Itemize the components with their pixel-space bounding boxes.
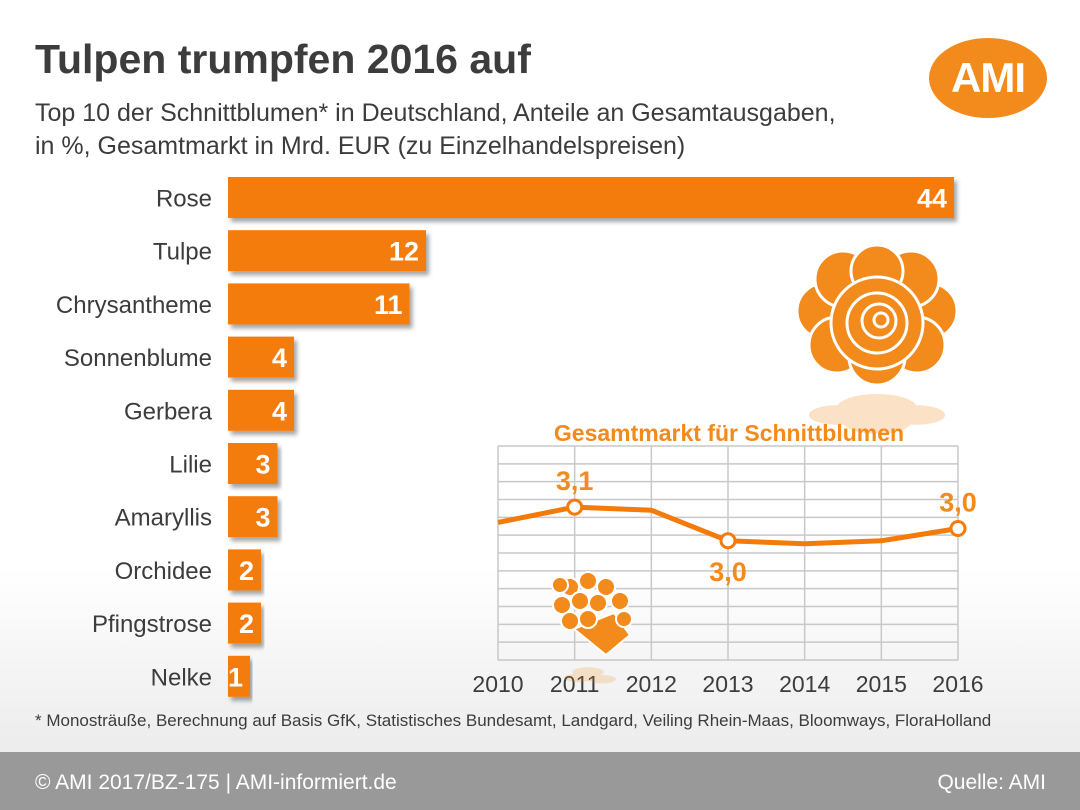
bar-nelke (228, 655, 250, 697)
category-label-chrysantheme: Chrysantheme (56, 292, 212, 319)
bar-value-chrysantheme: 11 (374, 290, 403, 320)
bar-chrysantheme (228, 283, 410, 325)
category-label-orchidee: Orchidee (115, 558, 212, 585)
bar-value-tulpe: 12 (389, 237, 419, 267)
category-label-tulpe: Tulpe (153, 239, 212, 266)
copyright-text: © AMI 2017/BZ-175 | AMI-informiert.de (35, 771, 397, 794)
category-label-sonnenblume: Sonnenblume (64, 345, 212, 372)
bar-tulpe (228, 230, 426, 272)
category-label-nelke: Nelke (151, 664, 212, 691)
bar-value-pfingstrose: 2 (239, 609, 254, 639)
bar-value-rose: 44 (917, 184, 947, 214)
marker-2016 (949, 520, 967, 538)
bar-orchidee (228, 549, 261, 591)
ami-logo: AMI (929, 38, 1047, 118)
bouquet-icon (551, 571, 633, 657)
bar-rose (228, 177, 954, 218)
bouquet-icon-reflection (564, 667, 616, 684)
bar-value-orchidee: 2 (239, 556, 254, 586)
page-title: Tulpen trumpfen 2016 auf (35, 36, 531, 82)
bar-value-amaryllis: 3 (255, 503, 270, 533)
bar-value-lilie: 3 (255, 450, 270, 480)
source-text: Quelle: AMI (937, 771, 1046, 794)
x-tick-2015: 2015 (856, 671, 907, 697)
line-chart-grid (497, 445, 959, 661)
bar-pfingstrose (228, 602, 261, 644)
bar-gerbera (228, 389, 294, 431)
x-tick-2016: 2016 (932, 671, 983, 697)
data-label-2011: 3,1 (556, 466, 594, 496)
x-tick-2013: 2013 (702, 671, 753, 697)
bar-value-gerbera: 4 (272, 396, 287, 426)
line-chart-labels: 3,1 3,0 3,0 (556, 466, 977, 587)
x-tick-2014: 2014 (779, 671, 830, 697)
category-label-amaryllis: Amaryllis (115, 505, 212, 532)
category-label-pfingstrose: Pfingstrose (92, 611, 212, 638)
subtitle-line-2: in %, Gesamtmarkt in Mrd. EUR (zu Einzel… (35, 132, 686, 160)
data-label-2013: 3,0 (709, 557, 747, 587)
bar-value-sonnenblume: 4 (272, 343, 287, 373)
page-subtitle: Top 10 der Schnittblumen* in Deutschland… (35, 97, 836, 163)
line-chart-title: Gesamtmarkt für Schnittblumen (554, 420, 904, 446)
bar-value-nelke: 1 (228, 662, 243, 692)
line-chart-x-axis: 2010 2011 2012 2013 2014 2015 2016 (472, 671, 983, 697)
category-label-rose: Rose (156, 186, 212, 213)
subtitle-line-1: Top 10 der Schnittblumen* in Deutschland… (35, 99, 836, 127)
marker-2013 (719, 532, 737, 550)
marker-2011 (566, 498, 584, 516)
x-tick-2011: 2011 (550, 671, 599, 697)
x-tick-2010: 2010 (472, 671, 523, 697)
data-label-2016: 3,0 (939, 488, 977, 518)
bar-sonnenblume (228, 336, 294, 378)
rose-icon-reflection (809, 394, 945, 434)
rose-icon (795, 243, 959, 387)
footnote: * Monosträuße, Berechnung auf Basis GfK,… (35, 711, 992, 730)
x-tick-2012: 2012 (626, 671, 677, 697)
line-chart-markers (566, 498, 967, 550)
bar-lilie (228, 443, 278, 484)
category-label-lilie: Lilie (169, 452, 212, 479)
bar-amaryllis (228, 496, 278, 538)
category-label-gerbera: Gerbera (124, 398, 213, 425)
footer-bar: © AMI 2017/BZ-175 | AMI-informiert.de Qu… (0, 752, 1080, 810)
